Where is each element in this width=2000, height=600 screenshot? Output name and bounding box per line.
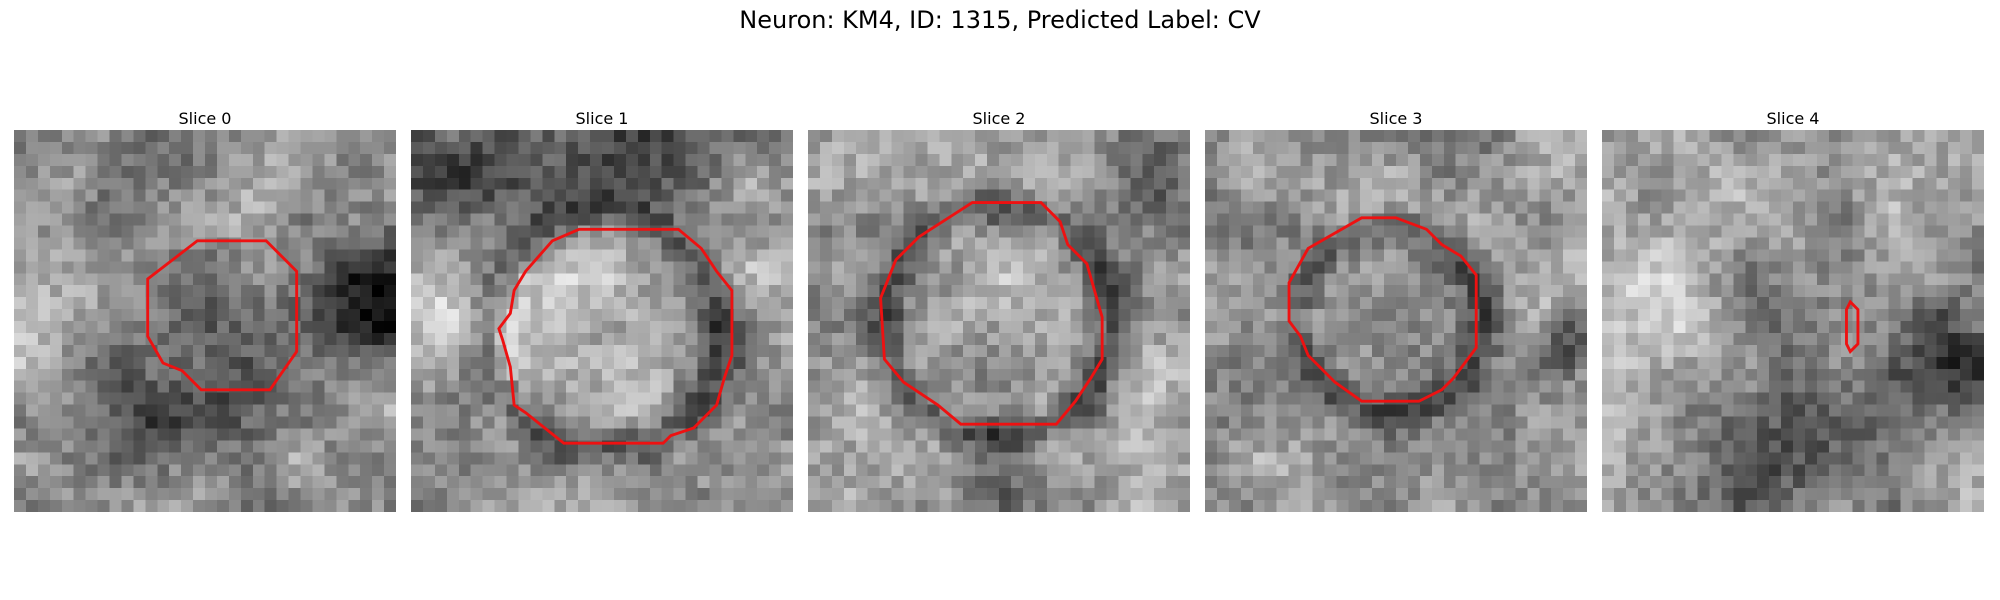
micrograph-pixels xyxy=(14,130,396,512)
slice-panel-2: Slice 2 xyxy=(808,108,1190,512)
micrograph-pixels xyxy=(411,130,793,512)
cell-contour-outline xyxy=(1845,299,1860,354)
slice-title-3: Slice 3 xyxy=(1369,109,1423,128)
slice-image-2 xyxy=(808,130,1190,512)
slice-title-2: Slice 2 xyxy=(972,109,1026,128)
cell-contour-outline xyxy=(497,227,734,445)
slice-image-0 xyxy=(14,130,396,512)
slice-panel-3: Slice 3 xyxy=(1205,108,1587,512)
micrograph-pixels xyxy=(1602,130,1984,512)
slice-image-1 xyxy=(411,130,793,512)
slice-title-1: Slice 1 xyxy=(575,109,629,128)
slice-title-4: Slice 4 xyxy=(1766,109,1820,128)
slice-title-0: Slice 0 xyxy=(178,109,232,128)
slice-image-4 xyxy=(1602,130,1984,512)
slice-panel-0: Slice 0 xyxy=(14,108,396,512)
micrograph-pixels xyxy=(1205,130,1587,512)
cell-contour-outline xyxy=(146,239,299,392)
micrograph-pixels xyxy=(808,130,1190,512)
cell-contour-outline xyxy=(879,201,1104,426)
slice-panel-1: Slice 1 xyxy=(411,108,793,512)
slice-image-3 xyxy=(1205,130,1587,512)
cell-contour-outline xyxy=(1287,216,1478,403)
figure-title: Neuron: KM4, ID: 1315, Predicted Label: … xyxy=(739,6,1261,34)
slice-panel-4: Slice 4 xyxy=(1602,108,1984,512)
